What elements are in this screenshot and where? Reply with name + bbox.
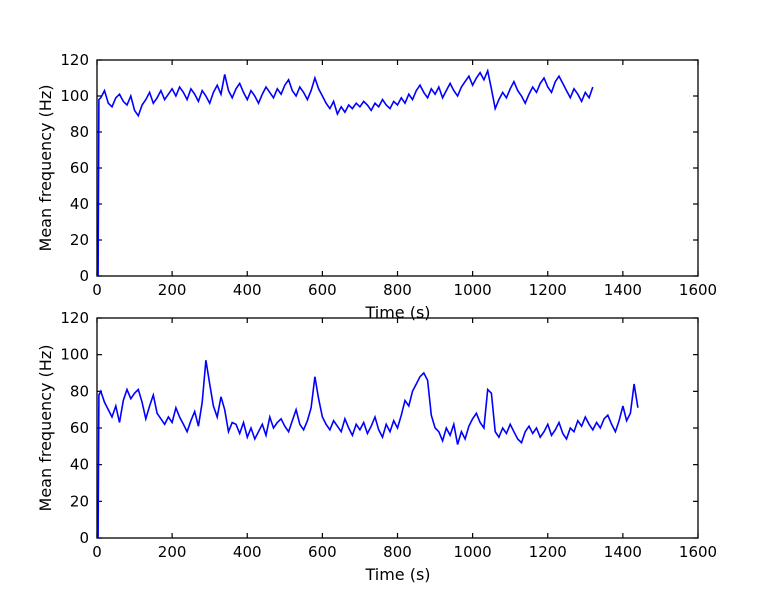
x-tick-label: 200 — [158, 281, 187, 299]
y-tick-label: 100 — [60, 346, 89, 364]
y-tick-label: 0 — [79, 267, 89, 285]
y-tick-label: 20 — [70, 231, 89, 249]
x-tick-label: 200 — [158, 543, 187, 561]
bottom-plot-xlabel: Time (s) — [365, 565, 431, 584]
x-tick-label: 800 — [383, 281, 412, 299]
x-tick-label: 1600 — [679, 543, 717, 561]
data-line — [97, 360, 639, 539]
x-tick-label: 1000 — [454, 281, 492, 299]
x-tick-label: 400 — [233, 543, 262, 561]
bottom-plot-ylabel: Mean frequency (Hz) — [36, 344, 55, 512]
x-tick-label: 1400 — [604, 281, 642, 299]
y-tick-label: 80 — [70, 382, 89, 400]
x-tick-label: 800 — [383, 543, 412, 561]
x-tick-label: 1200 — [529, 281, 567, 299]
data-line — [97, 68, 594, 277]
y-tick-label: 40 — [70, 456, 89, 474]
top-plot-ylabel: Mean frequency (Hz) — [36, 84, 55, 252]
x-tick-label: 0 — [92, 543, 102, 561]
x-tick-label: 1000 — [454, 543, 492, 561]
x-tick-label: 600 — [308, 281, 337, 299]
y-tick-label: 120 — [60, 309, 89, 327]
x-tick-label: 600 — [308, 543, 337, 561]
y-tick-label: 60 — [70, 419, 89, 437]
x-tick-label: 1200 — [529, 543, 567, 561]
y-tick-label: 80 — [70, 123, 89, 141]
x-tick-label: 1400 — [604, 543, 642, 561]
y-tick-label: 0 — [79, 529, 89, 547]
x-tick-label: 1600 — [679, 281, 717, 299]
top-plot-xlabel: Time (s) — [365, 303, 431, 322]
y-tick-label: 20 — [70, 492, 89, 510]
plot-frame — [96, 59, 699, 277]
y-tick-label: 100 — [60, 87, 89, 105]
y-tick-label: 60 — [70, 159, 89, 177]
y-tick-label: 40 — [70, 195, 89, 213]
x-tick-label: 0 — [92, 281, 102, 299]
y-tick-label: 120 — [60, 51, 89, 69]
x-tick-label: 400 — [233, 281, 262, 299]
